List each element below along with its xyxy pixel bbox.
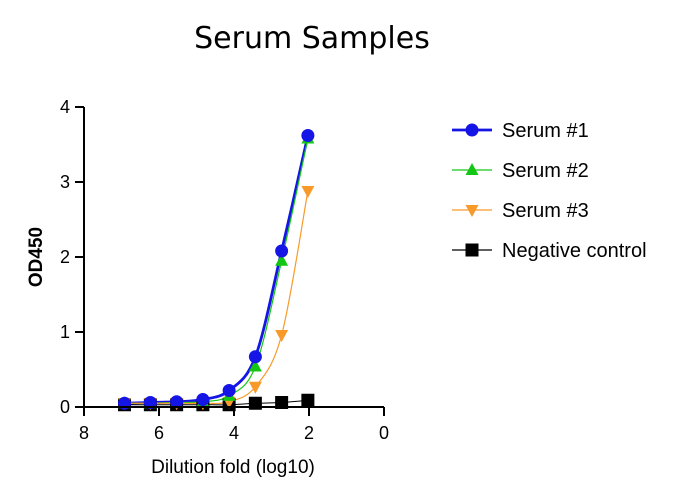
data-point-series-1: [301, 129, 315, 142]
data-point-series-1: [196, 393, 210, 406]
data-markers: [118, 129, 315, 412]
data-point-series-1: [143, 396, 157, 409]
y-axis-label: OD450: [26, 227, 47, 287]
y-tick-label: 4: [60, 97, 70, 117]
chart-title: Serum Samples: [194, 21, 430, 56]
x-tick-label: 4: [229, 423, 239, 443]
y-tick-label: 3: [60, 172, 70, 192]
fit-curves: [124, 135, 310, 406]
data-point-series-3: [275, 330, 289, 342]
data-point-series-1: [275, 244, 289, 258]
x-tick-label: 8: [79, 423, 89, 443]
legend-label: Serum #2: [502, 160, 589, 182]
axes: 0 1 2 3 4 8 6 4 2 0: [60, 97, 389, 443]
legend-label: Serum #1: [502, 120, 589, 142]
data-point-series-1: [248, 350, 262, 364]
data-point-series-4: [301, 393, 315, 407]
data-point-series-1: [170, 395, 184, 409]
y-tick-label: 1: [60, 322, 70, 342]
data-point-series-1: [222, 384, 236, 397]
legend-marker: [465, 163, 479, 175]
x-axis-label: Dilution fold (log10): [151, 457, 315, 478]
legend: Serum #1 Serum #2 Serum #3 Negative control: [452, 120, 647, 262]
x-tick-label: 2: [304, 423, 314, 443]
y-tick-label: 2: [60, 247, 70, 267]
data-point-series-3: [248, 381, 262, 394]
x-tick-label: 0: [379, 423, 389, 443]
legend-marker: [465, 123, 479, 137]
x-tick-label: 6: [154, 423, 164, 443]
data-point-series-4: [275, 396, 289, 409]
curve-2: [124, 138, 309, 404]
data-point-series-3: [301, 186, 315, 198]
legend-label: Negative control: [502, 240, 647, 262]
legend-label: Serum #3: [502, 200, 589, 222]
legend-marker: [465, 205, 479, 217]
data-point-series-2: [248, 359, 262, 372]
curve-1: [124, 135, 310, 405]
legend-marker: [465, 243, 479, 257]
curve-3: [124, 190, 309, 405]
y-tick-label: 0: [60, 397, 70, 417]
data-point-series-2: [275, 253, 289, 266]
